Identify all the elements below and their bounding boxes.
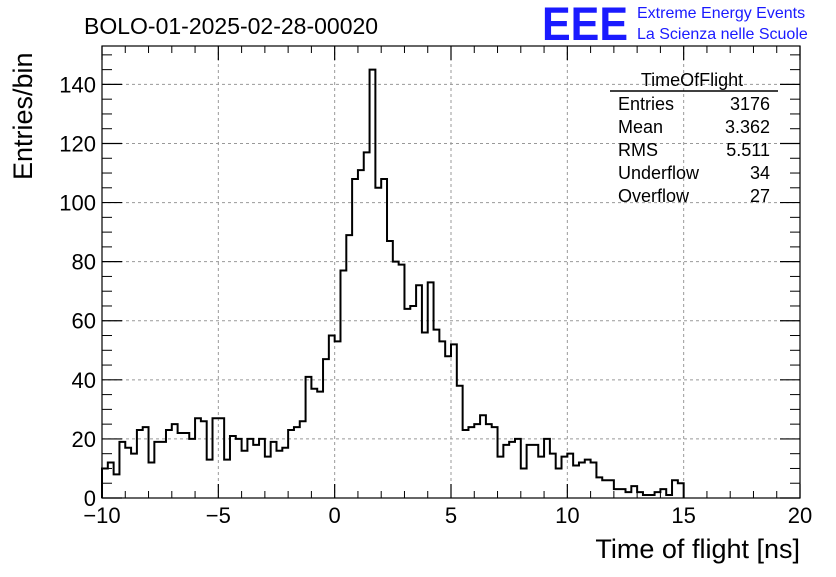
y-axis-label: Entries/bin [8,52,38,180]
x-tick-label: 15 [671,503,695,528]
stats-box-title: TimeOfFlight [641,70,743,90]
x-tick-label: 10 [555,503,579,528]
x-tick-label: 20 [788,503,812,528]
stats-row-value: 5.511 [726,140,770,160]
stats-row-value: 3176 [730,94,770,114]
stats-row-label: RMS [618,140,658,160]
stats-row-label: Underflow [618,163,700,183]
eee-logo: EEE Extreme Energy Events La Scienza nel… [542,0,808,50]
x-tick-labels: −10 −5 0 5 10 15 20 [83,503,812,528]
y-tick-label: 40 [72,368,96,393]
histogram-series [101,68,685,498]
y-tick-label: 20 [72,427,96,452]
grid-lines [102,46,800,498]
x-tick-label: 5 [445,503,457,528]
x-tick-label: −10 [83,503,120,528]
x-tick-label: −5 [206,503,231,528]
chart-title: BOLO-01-2025-02-28-00020 [84,13,378,39]
eee-logo-line1: Extreme Energy Events [637,5,805,22]
y-tick-label: 120 [59,131,96,156]
stats-row-label: Overflow [618,186,690,206]
stats-row-label: Mean [618,117,663,137]
stats-row-label: Entries [618,94,674,114]
stats-box: TimeOfFlight Entries 3176 Mean 3.362 RMS 5.51… [610,70,778,206]
eee-logo-line2: La Scienza nelle Scuole [637,26,808,43]
stats-row-value: 34 [750,163,770,183]
plot-frame [101,45,801,499]
y-tick-labels: 0 20 40 60 80 100 120 140 [59,72,96,511]
x-tick-label: 0 [329,503,341,528]
y-tick-label: 80 [72,250,96,275]
y-tick-label: 140 [59,72,96,97]
stats-row-value: 3.362 [725,117,770,137]
stats-row-value: 27 [750,186,770,206]
y-tick-label: 0 [84,486,96,511]
x-axis-label: Time of flight [ns] [595,534,800,564]
y-tick-label: 60 [72,309,96,334]
eee-logo-mark: EEE [542,0,628,50]
y-tick-label: 100 [59,191,96,216]
